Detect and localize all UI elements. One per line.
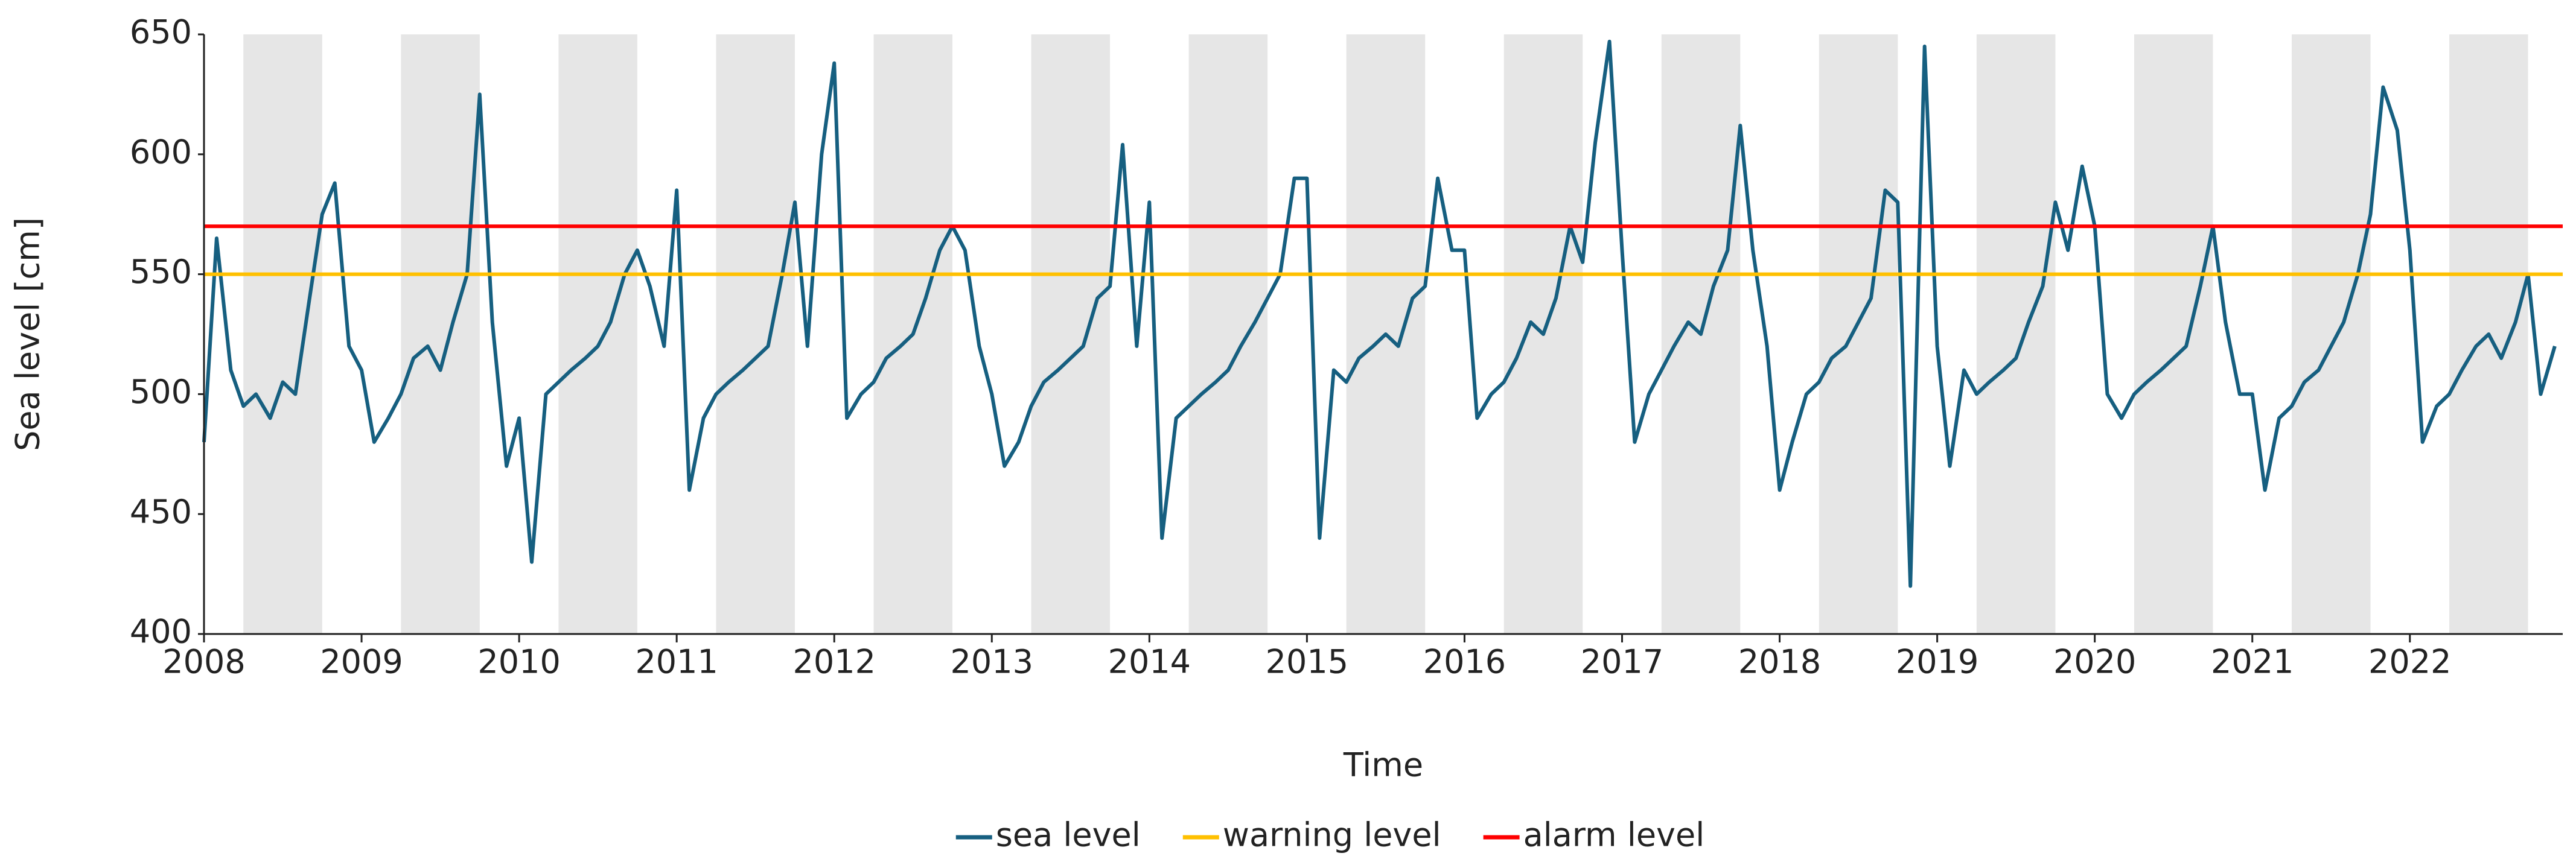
- x-tick-label: 2021: [2211, 643, 2294, 681]
- x-tick-label: 2017: [1581, 643, 1663, 681]
- season-band: [2291, 34, 2371, 634]
- x-tick-label: 2010: [477, 643, 560, 681]
- season-band: [1819, 34, 1898, 634]
- x-tick-label: 2020: [2053, 643, 2136, 681]
- legend-label: alarm level: [1523, 816, 1705, 854]
- x-tick-label: 2016: [1423, 643, 1506, 681]
- legend-label: sea level: [996, 816, 1141, 854]
- x-axis-label: Time: [1343, 746, 1423, 784]
- y-tick-label: 400: [130, 613, 192, 651]
- season-band: [1188, 34, 1268, 634]
- x-tick-label: 2022: [2368, 643, 2451, 681]
- y-tick-label: 550: [130, 253, 192, 291]
- y-tick-label: 450: [130, 493, 192, 531]
- season-band: [558, 34, 637, 634]
- x-tick-label: 2012: [793, 643, 876, 681]
- y-axis-label: Sea level [cm]: [9, 217, 47, 451]
- sea-level-line: [202, 39, 2557, 588]
- season-band: [2134, 34, 2213, 634]
- season-band: [716, 34, 795, 634]
- x-tick-label: 2015: [1266, 643, 1348, 681]
- legend: sea level warning level alarm level: [955, 816, 1705, 854]
- y-tick-label: 650: [130, 13, 192, 51]
- legend-label: warning level: [1223, 816, 1441, 854]
- x-tick-label: 2013: [951, 643, 1033, 681]
- season-band: [401, 34, 480, 634]
- x-tick-label: 2014: [1108, 643, 1191, 681]
- season-band: [1976, 34, 2056, 634]
- x-tick-label: 2018: [1738, 643, 1821, 681]
- season-band: [243, 34, 322, 634]
- x-tick-label: 2019: [1896, 643, 1978, 681]
- x-tick-label: 2011: [635, 643, 718, 681]
- y-tick-label: 600: [130, 133, 192, 171]
- y-tick-label: 500: [130, 373, 192, 411]
- x-tick-label: 2008: [162, 643, 245, 681]
- x-tick-label: 2009: [320, 643, 403, 681]
- season-band: [1031, 34, 1111, 634]
